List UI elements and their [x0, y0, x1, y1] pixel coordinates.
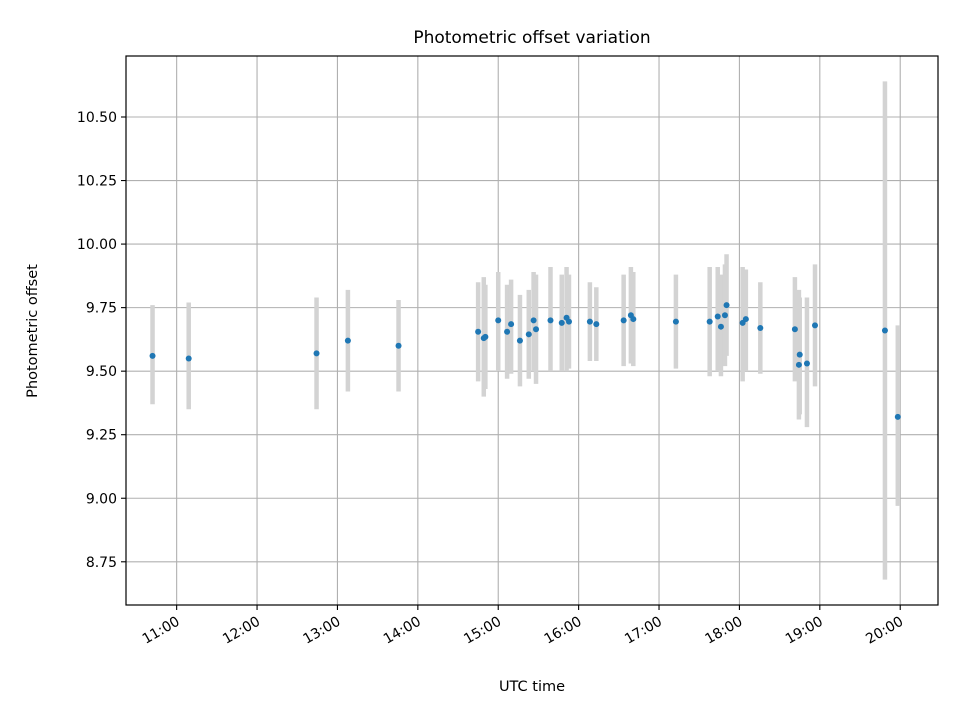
data-point	[791, 326, 798, 333]
data-point	[894, 413, 901, 420]
data-point	[723, 302, 730, 309]
y-tick-label: 9.75	[86, 301, 117, 317]
data-point	[811, 322, 818, 329]
data-point	[149, 352, 156, 359]
data-point	[533, 326, 540, 333]
x-tick-label: 15:00	[461, 614, 504, 648]
data-point	[620, 317, 627, 324]
x-tick-label: 19:00	[783, 614, 826, 648]
y-tick-label: 8.75	[86, 555, 117, 571]
data-point	[565, 318, 572, 325]
y-tick-label: 10.00	[77, 237, 117, 253]
chart-title: Photometric offset variation	[413, 28, 650, 48]
y-tick-label: 9.25	[86, 428, 117, 444]
y-tick-label: 9.00	[86, 491, 117, 507]
data-point	[482, 333, 489, 340]
data-point	[721, 312, 728, 319]
data-point	[547, 317, 554, 324]
y-tick-label: 10.25	[77, 174, 117, 190]
data-point	[525, 331, 532, 338]
data-point	[757, 324, 764, 331]
data-point	[558, 319, 565, 326]
data-point	[344, 337, 351, 344]
data-point	[504, 328, 511, 335]
data-point	[630, 316, 637, 323]
data-point	[395, 342, 402, 349]
data-point	[495, 317, 502, 324]
x-tick-label: 12:00	[220, 614, 263, 648]
data-point	[475, 328, 482, 335]
data-point	[672, 318, 679, 325]
data-point	[714, 313, 721, 320]
x-tick-label: 11:00	[140, 614, 183, 648]
x-axis-title: UTC time	[499, 679, 565, 695]
y-axis-title: Photometric offset	[25, 264, 41, 398]
error-bars	[150, 81, 901, 580]
x-tick-label: 17:00	[622, 614, 665, 648]
data-point	[593, 321, 600, 328]
data-point	[881, 327, 888, 334]
y-tick-label: 9.50	[86, 364, 117, 380]
x-axis-ticks: 11:00 12:00 13:00 14:00 15:00 16:00 17:00 18:00…	[140, 605, 906, 648]
x-tick-label: 16:00	[542, 614, 585, 648]
x-tick-label: 18:00	[702, 614, 745, 648]
x-tick-label: 14:00	[381, 614, 424, 648]
data-point	[508, 321, 515, 328]
data-point	[796, 351, 803, 358]
data-point	[706, 318, 713, 325]
x-tick-label: 20:00	[863, 614, 906, 648]
axes-frame	[125, 55, 939, 606]
data-point	[530, 317, 537, 324]
y-tick-label: 10.50	[77, 110, 117, 126]
data-point	[185, 355, 192, 362]
y-axis-ticks: 8.75 9.00 9.25 9.50 9.75 10.00 10.25 10.50	[77, 110, 126, 571]
data-point	[313, 350, 320, 357]
data-point	[742, 316, 749, 323]
data-point	[586, 318, 593, 325]
x-tick-label: 13:00	[300, 614, 343, 648]
data-point	[795, 361, 802, 368]
data-point	[516, 337, 523, 344]
data-point	[803, 360, 810, 367]
data-point	[717, 323, 724, 330]
data-points	[149, 302, 901, 420]
